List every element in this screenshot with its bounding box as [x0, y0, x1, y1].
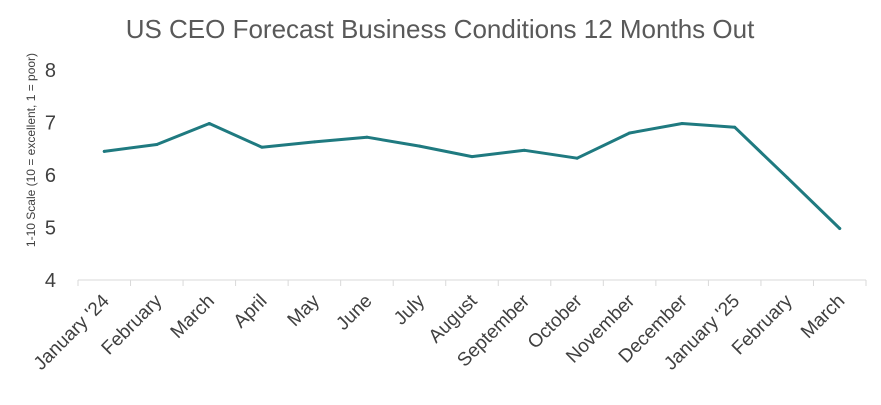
- data-point: [838, 227, 842, 231]
- y-axis-ticks: 4 5 6 7 8: [45, 60, 56, 292]
- data-point: [207, 122, 211, 126]
- data-point: [733, 125, 737, 129]
- series-group: [102, 122, 842, 231]
- data-point: [680, 122, 684, 126]
- series-line: [102, 122, 842, 230]
- data-point: [628, 131, 632, 135]
- data-point: [417, 144, 421, 148]
- y-tick-label: 6: [45, 165, 56, 187]
- data-point: [365, 135, 369, 139]
- x-tick-label: May: [284, 290, 325, 331]
- data-point: [523, 148, 527, 152]
- data-point: [470, 155, 474, 159]
- x-tick-label: January '24: [30, 290, 114, 374]
- y-tick-label: 7: [45, 113, 56, 135]
- data-point: [155, 143, 159, 147]
- y-axis-label: 1-10 Scale (10 = excellent, 1 = poor): [24, 53, 38, 247]
- x-tick-label: June: [332, 291, 376, 335]
- data-point: [312, 140, 316, 144]
- x-tick-label: March: [167, 291, 219, 343]
- y-tick-label: 4: [45, 270, 56, 292]
- x-tick-label: July: [390, 290, 429, 329]
- data-point: [102, 149, 106, 153]
- y-tick-label: 8: [45, 60, 56, 82]
- x-tick-label: March: [797, 291, 849, 343]
- data-point: [575, 156, 579, 160]
- chart-title: US CEO Forecast Business Conditions 12 M…: [126, 14, 755, 44]
- x-tick-label: April: [230, 291, 272, 333]
- data-point: [785, 176, 789, 180]
- y-tick-label: 5: [45, 218, 56, 240]
- data-point: [260, 145, 264, 149]
